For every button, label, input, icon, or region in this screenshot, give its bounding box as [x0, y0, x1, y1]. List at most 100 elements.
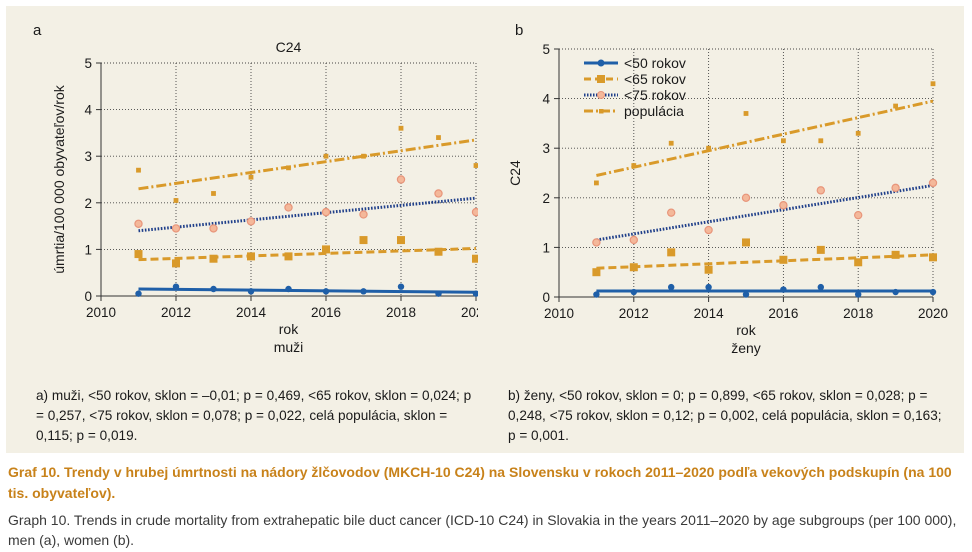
series-1-point — [779, 255, 788, 264]
x-tick-label: 2010 — [544, 306, 574, 321]
figure-caption-english: Graph 10. Trends in crude mortality from… — [8, 512, 957, 548]
legend-item-under65: <65 rokov — [582, 71, 686, 87]
series-2-point — [779, 201, 788, 210]
legend-swatch-dashed-line-icon — [584, 75, 618, 83]
series-1-point — [742, 238, 750, 247]
series-3-point — [631, 163, 637, 168]
series-3-trend-line — [596, 99, 934, 177]
series-1-point — [667, 248, 676, 257]
series-3-point — [173, 198, 179, 203]
y-tick-label: 3 — [542, 141, 550, 156]
series-0-point — [322, 288, 330, 295]
series-3-point — [706, 145, 711, 151]
series-3-point — [668, 140, 674, 146]
series-3-point — [211, 191, 216, 196]
series-2-point — [246, 217, 256, 226]
series-1-point — [816, 245, 825, 254]
y-tick-label: 0 — [542, 290, 550, 305]
series-0-point — [742, 291, 750, 298]
series-3-point — [781, 138, 786, 144]
y-tick-label: 2 — [542, 191, 550, 206]
series-2-point — [854, 210, 863, 220]
series-2-point — [928, 178, 938, 188]
chart-panel-a: a 0 1 2 3 4 5 2010 2012 2014 2016 2018 2020 rok muži úm… — [33, 22, 478, 355]
series-0-point — [630, 288, 637, 296]
series-2-point — [592, 238, 601, 247]
series-0-point — [593, 291, 600, 298]
series-2-point — [471, 207, 478, 217]
legend-label: <75 rokov — [624, 87, 686, 103]
legend-swatch-dotted-line-icon — [584, 91, 618, 99]
panel-letter: a — [33, 22, 42, 39]
y-tick-label: 1 — [542, 240, 550, 255]
panel-b-note: b) ženy, <50 rokov, sklon = 0; p = 0,899… — [508, 388, 942, 443]
series-0-point — [892, 288, 899, 296]
x-tick-label: 2016 — [768, 306, 798, 321]
series-3-point — [398, 125, 404, 131]
y-tick-label: 5 — [542, 42, 550, 57]
y-axis-label: C24 — [507, 160, 523, 186]
series-3-point — [818, 138, 824, 144]
series-1-trend-line — [138, 246, 477, 262]
series-3-point — [893, 103, 898, 109]
y-tick-label: 0 — [84, 289, 92, 304]
y-tick-label: 2 — [84, 196, 92, 211]
legend: <50 rokov <65 rokov <75 rokov populácia — [582, 55, 686, 119]
series-3-point — [286, 165, 291, 171]
y-tick-label: 4 — [84, 103, 92, 118]
series-2-point — [816, 186, 825, 195]
series-1-point — [322, 245, 330, 254]
x-tick-label: 2020 — [461, 305, 478, 320]
series-1-point — [704, 265, 713, 274]
series-2-point — [321, 207, 331, 217]
y-tick-label: 3 — [84, 149, 92, 164]
series-1-point — [472, 254, 478, 263]
series-2-point — [209, 224, 218, 233]
legend-label: <65 rokov — [624, 71, 686, 87]
series-0-point — [780, 286, 787, 293]
x-tick-label: 2012 — [619, 306, 649, 321]
x-tick-label: 2018 — [843, 306, 873, 321]
series-2-trend-line — [138, 196, 477, 233]
series-3-point — [930, 81, 936, 87]
y-tick-label: 5 — [84, 56, 92, 71]
series-1-point — [359, 236, 368, 245]
series-0-point — [855, 291, 862, 298]
series-0-point — [435, 290, 442, 297]
series-0-point — [472, 290, 478, 297]
x-tick-label: 2014 — [236, 305, 267, 320]
series-0-point — [397, 283, 405, 290]
series-2-point — [629, 235, 638, 245]
legend-swatch-solid-line-icon — [584, 59, 618, 67]
series-3-point — [855, 130, 861, 136]
series-3-point — [473, 163, 478, 168]
series-1-point — [592, 268, 601, 277]
chart-panel-b: b 0 1 2 3 4 5 2010 2012 2014 2016 2018 2020 rok ženy C2… — [507, 22, 948, 356]
series-0-point — [247, 288, 255, 295]
panel-a-note: a) muži, <50 rokov, sklon = –0,01; p = 0… — [36, 388, 472, 443]
figure-caption-title: Graf 10. Trendy v hrubej úmrtnosti na ná… — [8, 464, 952, 501]
series-2-point — [666, 208, 676, 217]
series-2-trend-line — [596, 183, 934, 242]
legend-item-under75: <75 rokov — [582, 87, 686, 103]
series-1-point — [284, 252, 293, 261]
x-tick-label: 2012 — [161, 305, 191, 320]
subgroup-label: muži — [274, 339, 304, 355]
series-1-point — [434, 247, 443, 256]
series-1-point — [247, 252, 255, 261]
series-1-point — [134, 250, 143, 259]
series-0-point — [705, 283, 712, 291]
y-tick-label: 4 — [542, 92, 550, 107]
chart-title: C24 — [276, 39, 302, 55]
series-1-point — [172, 259, 180, 268]
legend-item-under50: <50 rokov — [582, 55, 686, 71]
series-1-point — [891, 250, 900, 259]
panel-letter: b — [515, 22, 523, 39]
series-2-point — [741, 193, 751, 202]
y-tick-label: 1 — [84, 242, 92, 257]
series-3-point — [436, 135, 441, 140]
series-3-point — [323, 153, 329, 159]
series-2-point — [396, 175, 406, 184]
x-tick-label: 2010 — [86, 305, 116, 320]
series-0-trend-line — [138, 287, 477, 294]
